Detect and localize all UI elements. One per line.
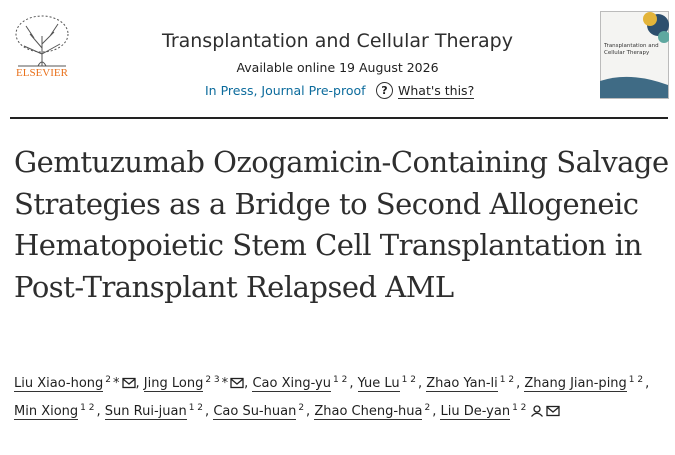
author-name[interactable]: Yue Lu [357,376,400,392]
separator: , [135,376,140,391]
separator: , [205,404,210,419]
author[interactable]: Min Xiong 1 2, [14,403,101,420]
email-icon[interactable] [230,377,244,389]
author-name[interactable]: Zhao Cheng-hua [314,404,423,420]
author[interactable]: Liu De-yan 1 2 [440,403,561,420]
help-link[interactable]: What's this? [398,83,475,99]
separator: , [306,404,311,419]
separator: , [432,404,437,419]
author-affiliation: 2 [298,403,305,413]
author-list: Liu Xiao-hong 2 *, Jing Long 2 3 *, Cao Xing… [14,368,664,424]
article-status[interactable]: In Press, Journal Pre-proof [205,83,366,98]
author-affiliation: 1 2 [512,403,527,413]
author-name[interactable]: Jing Long [143,376,204,392]
email-icon[interactable] [121,377,136,389]
author-profile-icon[interactable] [530,405,544,417]
author-affiliation: 1 2 [499,375,515,385]
author-affiliation: 2 3 [205,375,220,385]
separator: , [96,404,101,419]
author[interactable]: Zhao Cheng-hua 2, [314,403,437,420]
author-name[interactable]: Zhao Yan-li [426,376,498,392]
author[interactable]: Cao Su-huan 2, [213,403,311,420]
author-affiliation: 2 [424,403,431,413]
author-affiliation: 1 2 [401,375,416,385]
journal-cover[interactable]: Transplantation and Cellular Therapy [600,11,669,99]
corresponding-mark: * [221,376,229,391]
header-rule [10,117,668,119]
author-affiliation: 1 2 [188,403,204,413]
author-name[interactable]: Liu De-yan [440,404,511,420]
author[interactable]: Zhang Jian-ping 1 2, [524,375,650,392]
corresponding-mark: * [113,376,120,391]
author[interactable]: Cao Xing-yu 1 2, [252,375,354,392]
author[interactable]: Yue Lu 1 2, [357,375,423,392]
author-affiliation: 1 2 [628,375,644,385]
email-icon[interactable] [546,405,561,417]
author-name[interactable]: Liu Xiao-hong [14,376,104,392]
separator: , [244,376,249,391]
author[interactable]: Zhao Yan-li 1 2, [426,375,521,392]
cover-title: Transplantation and Cellular Therapy [604,43,659,56]
author-name[interactable]: Cao Xing-yu [252,376,331,392]
separator: , [645,376,650,391]
separator: , [418,376,423,391]
available-date: Available online 19 August 2026 [236,60,439,75]
separator: , [349,376,354,391]
author[interactable]: Liu Xiao-hong 2 *, [14,375,140,392]
author[interactable]: Jing Long 2 3 *, [143,375,249,392]
help-icon[interactable]: ? [376,82,393,99]
author-affiliation: 1 2 [80,403,95,413]
journal-name[interactable]: Transplantation and Cellular Therapy [162,30,513,52]
author-name[interactable]: Sun Rui-juan [104,404,187,420]
author-name[interactable]: Zhang Jian-ping [524,376,627,392]
author-name[interactable]: Min Xiong [14,404,79,420]
author-affiliation: 1 2 [332,375,348,385]
author-affiliation: 2 [105,375,112,385]
separator: , [516,376,521,391]
publisher-name: ELSEVIER [16,67,69,79]
author[interactable]: Sun Rui-juan 1 2, [104,403,210,420]
article-title: Gemtuzumab Ozogamicin-Containing Salvage… [14,145,669,304]
author-name[interactable]: Cao Su-huan [213,404,297,420]
publisher-logo: ELSEVIER [15,15,69,79]
